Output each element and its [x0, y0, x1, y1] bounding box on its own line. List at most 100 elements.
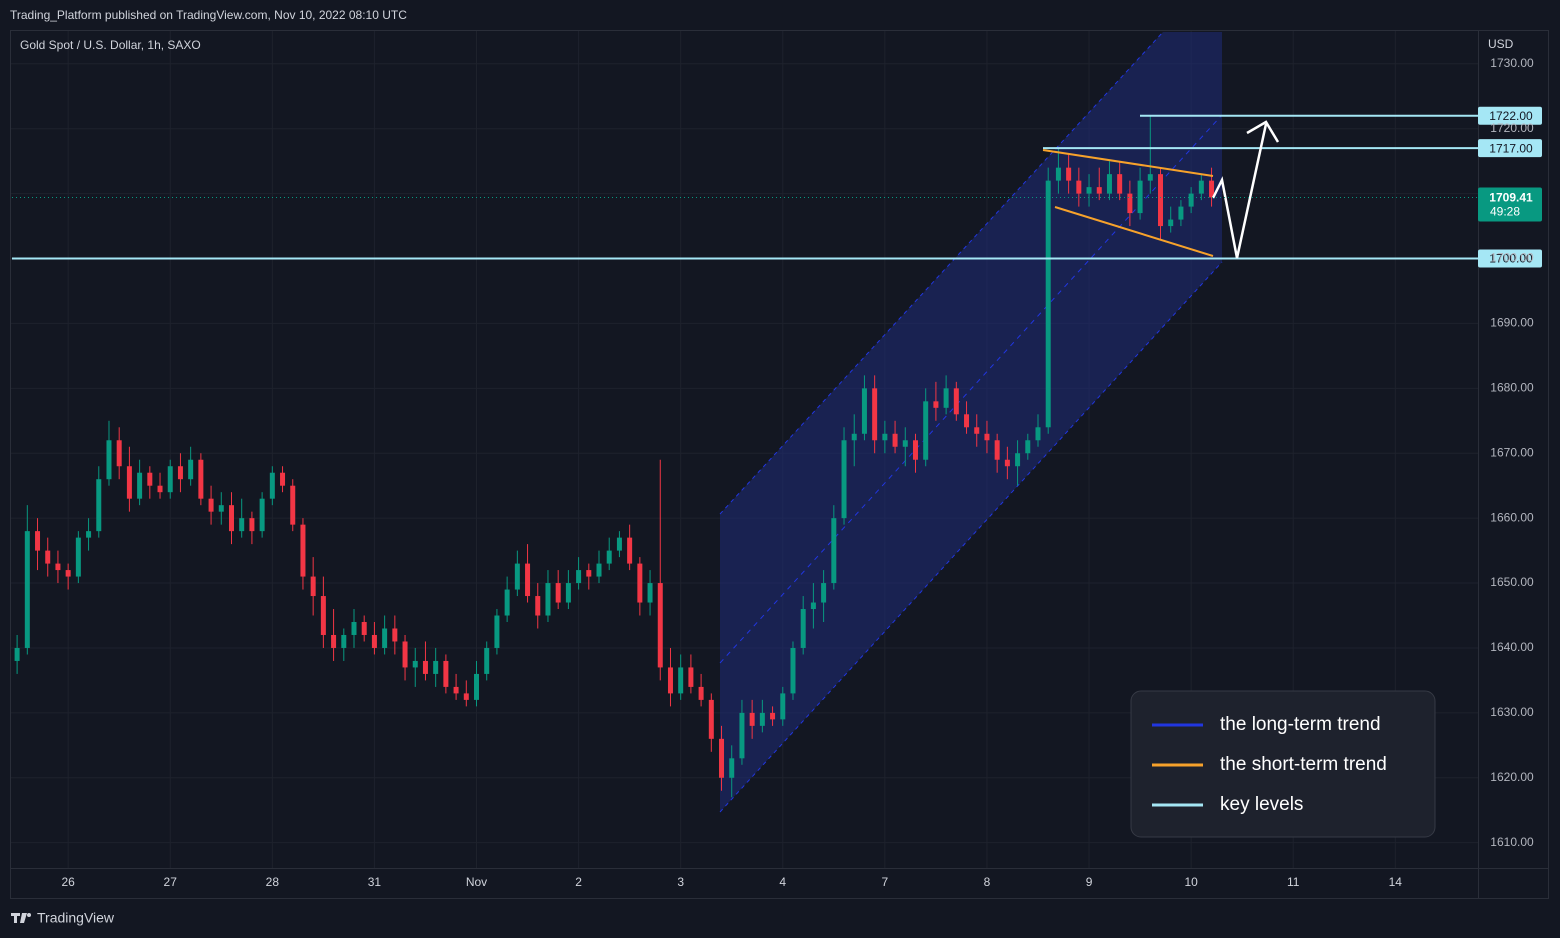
candles — [14, 115, 1215, 798]
candle-body — [882, 433, 888, 441]
candle-body — [198, 459, 204, 499]
y-tick-label: 1680.00 — [1490, 381, 1534, 395]
candle-body — [1015, 453, 1021, 467]
legend-box — [1130, 690, 1436, 838]
candle-body — [667, 667, 673, 694]
candle-body — [770, 712, 776, 720]
candle-body — [729, 758, 735, 778]
candle-body — [310, 576, 316, 597]
candle-body — [555, 583, 561, 603]
x-tick-label: 3 — [677, 875, 684, 889]
candle-body — [1178, 206, 1184, 220]
x-tick-label: 11 — [1287, 875, 1300, 889]
candle-body — [800, 609, 806, 648]
candle-body — [1127, 193, 1133, 214]
y-tick-label: 1640.00 — [1490, 640, 1534, 654]
candle-body — [443, 660, 449, 687]
key-levels: 1700.00 1717.00 1722.00 — [12, 106, 1542, 268]
key-level-box — [1478, 249, 1542, 268]
last-price-label: 1709.41 — [1489, 191, 1533, 205]
y-axis-unit: USD — [1488, 37, 1514, 51]
candle-body — [484, 647, 490, 674]
candle-body — [647, 583, 653, 603]
channel-mid — [719, 114, 1223, 664]
key-level-box — [1478, 139, 1542, 158]
key-level-label: 1717.00 — [1489, 141, 1533, 155]
candle-body — [790, 647, 796, 694]
last-price-box — [1478, 187, 1542, 222]
wedge-top — [1042, 149, 1214, 177]
candle-body — [45, 550, 51, 564]
candle-body — [249, 518, 255, 532]
candle-body — [953, 388, 959, 415]
candle-body — [749, 712, 755, 726]
x-tick-label: 2 — [575, 875, 582, 889]
candle-body — [412, 660, 418, 668]
candle-body — [422, 660, 428, 674]
logo-stem — [14, 913, 17, 923]
candle-body — [902, 440, 908, 447]
candle-body — [1066, 167, 1072, 181]
candle-body — [1168, 219, 1174, 227]
candle-body — [290, 485, 296, 525]
y-tick-label: 1620.00 — [1490, 770, 1534, 784]
candle-body — [474, 673, 480, 700]
candle-body — [24, 531, 30, 648]
candle-body — [1076, 180, 1082, 194]
candle-body — [188, 459, 194, 480]
candle-body — [780, 693, 786, 720]
x-tick-label: 4 — [779, 875, 786, 889]
candle-body — [535, 596, 541, 616]
candle-body — [453, 686, 459, 694]
candle-body — [14, 647, 20, 661]
candle-body — [1035, 427, 1041, 441]
candle-body — [402, 641, 408, 668]
candle-body — [167, 466, 173, 493]
legend-label: key levels — [1220, 794, 1303, 815]
candle-body — [137, 472, 143, 499]
candle-body — [228, 505, 234, 532]
x-tick-label: 10 — [1184, 875, 1198, 889]
candle-body — [106, 440, 112, 480]
short-term-wedge — [1042, 149, 1214, 257]
footer-logo: TradingView — [11, 910, 115, 926]
candle-body — [545, 583, 551, 616]
candle-body — [126, 466, 132, 499]
candle-body — [1106, 174, 1112, 194]
channel-top — [719, 31, 1164, 515]
legend: the long-term trend the short-term trend k… — [1130, 690, 1436, 838]
candle-body — [719, 738, 725, 778]
channel-fill — [720, 32, 1222, 812]
y-tick-label: 1670.00 — [1490, 445, 1534, 459]
candle-body — [300, 524, 306, 577]
candle-body — [269, 472, 275, 499]
y-tick-label: 1660.00 — [1490, 510, 1534, 524]
candle-body — [821, 583, 827, 603]
y-tick-label: 1690.00 — [1490, 316, 1534, 330]
candle-body — [494, 615, 500, 648]
projection-arrow — [1211, 120, 1280, 259]
candle-body — [504, 589, 510, 616]
candle-body — [576, 570, 582, 584]
candle-body — [923, 401, 929, 460]
candle-body — [1198, 180, 1204, 194]
candle-body — [341, 634, 347, 648]
candle-body — [1045, 180, 1051, 428]
candle-body — [1025, 440, 1031, 454]
candle-body — [351, 622, 357, 635]
y-tick-label: 1730.00 — [1490, 56, 1534, 70]
candle-body — [259, 498, 265, 532]
candle-body — [371, 634, 377, 648]
candle-body — [331, 634, 337, 648]
candle-body — [933, 401, 939, 408]
candle-body — [1158, 174, 1164, 227]
x-tick-label: 7 — [882, 875, 889, 889]
candle-body — [810, 602, 816, 610]
legend-label: the long-term trend — [1220, 714, 1381, 735]
candle-body — [708, 699, 714, 739]
candle-body — [65, 570, 71, 577]
x-tick-label: 8 — [984, 875, 991, 889]
candle-body — [565, 583, 571, 603]
candle-body — [912, 440, 918, 460]
